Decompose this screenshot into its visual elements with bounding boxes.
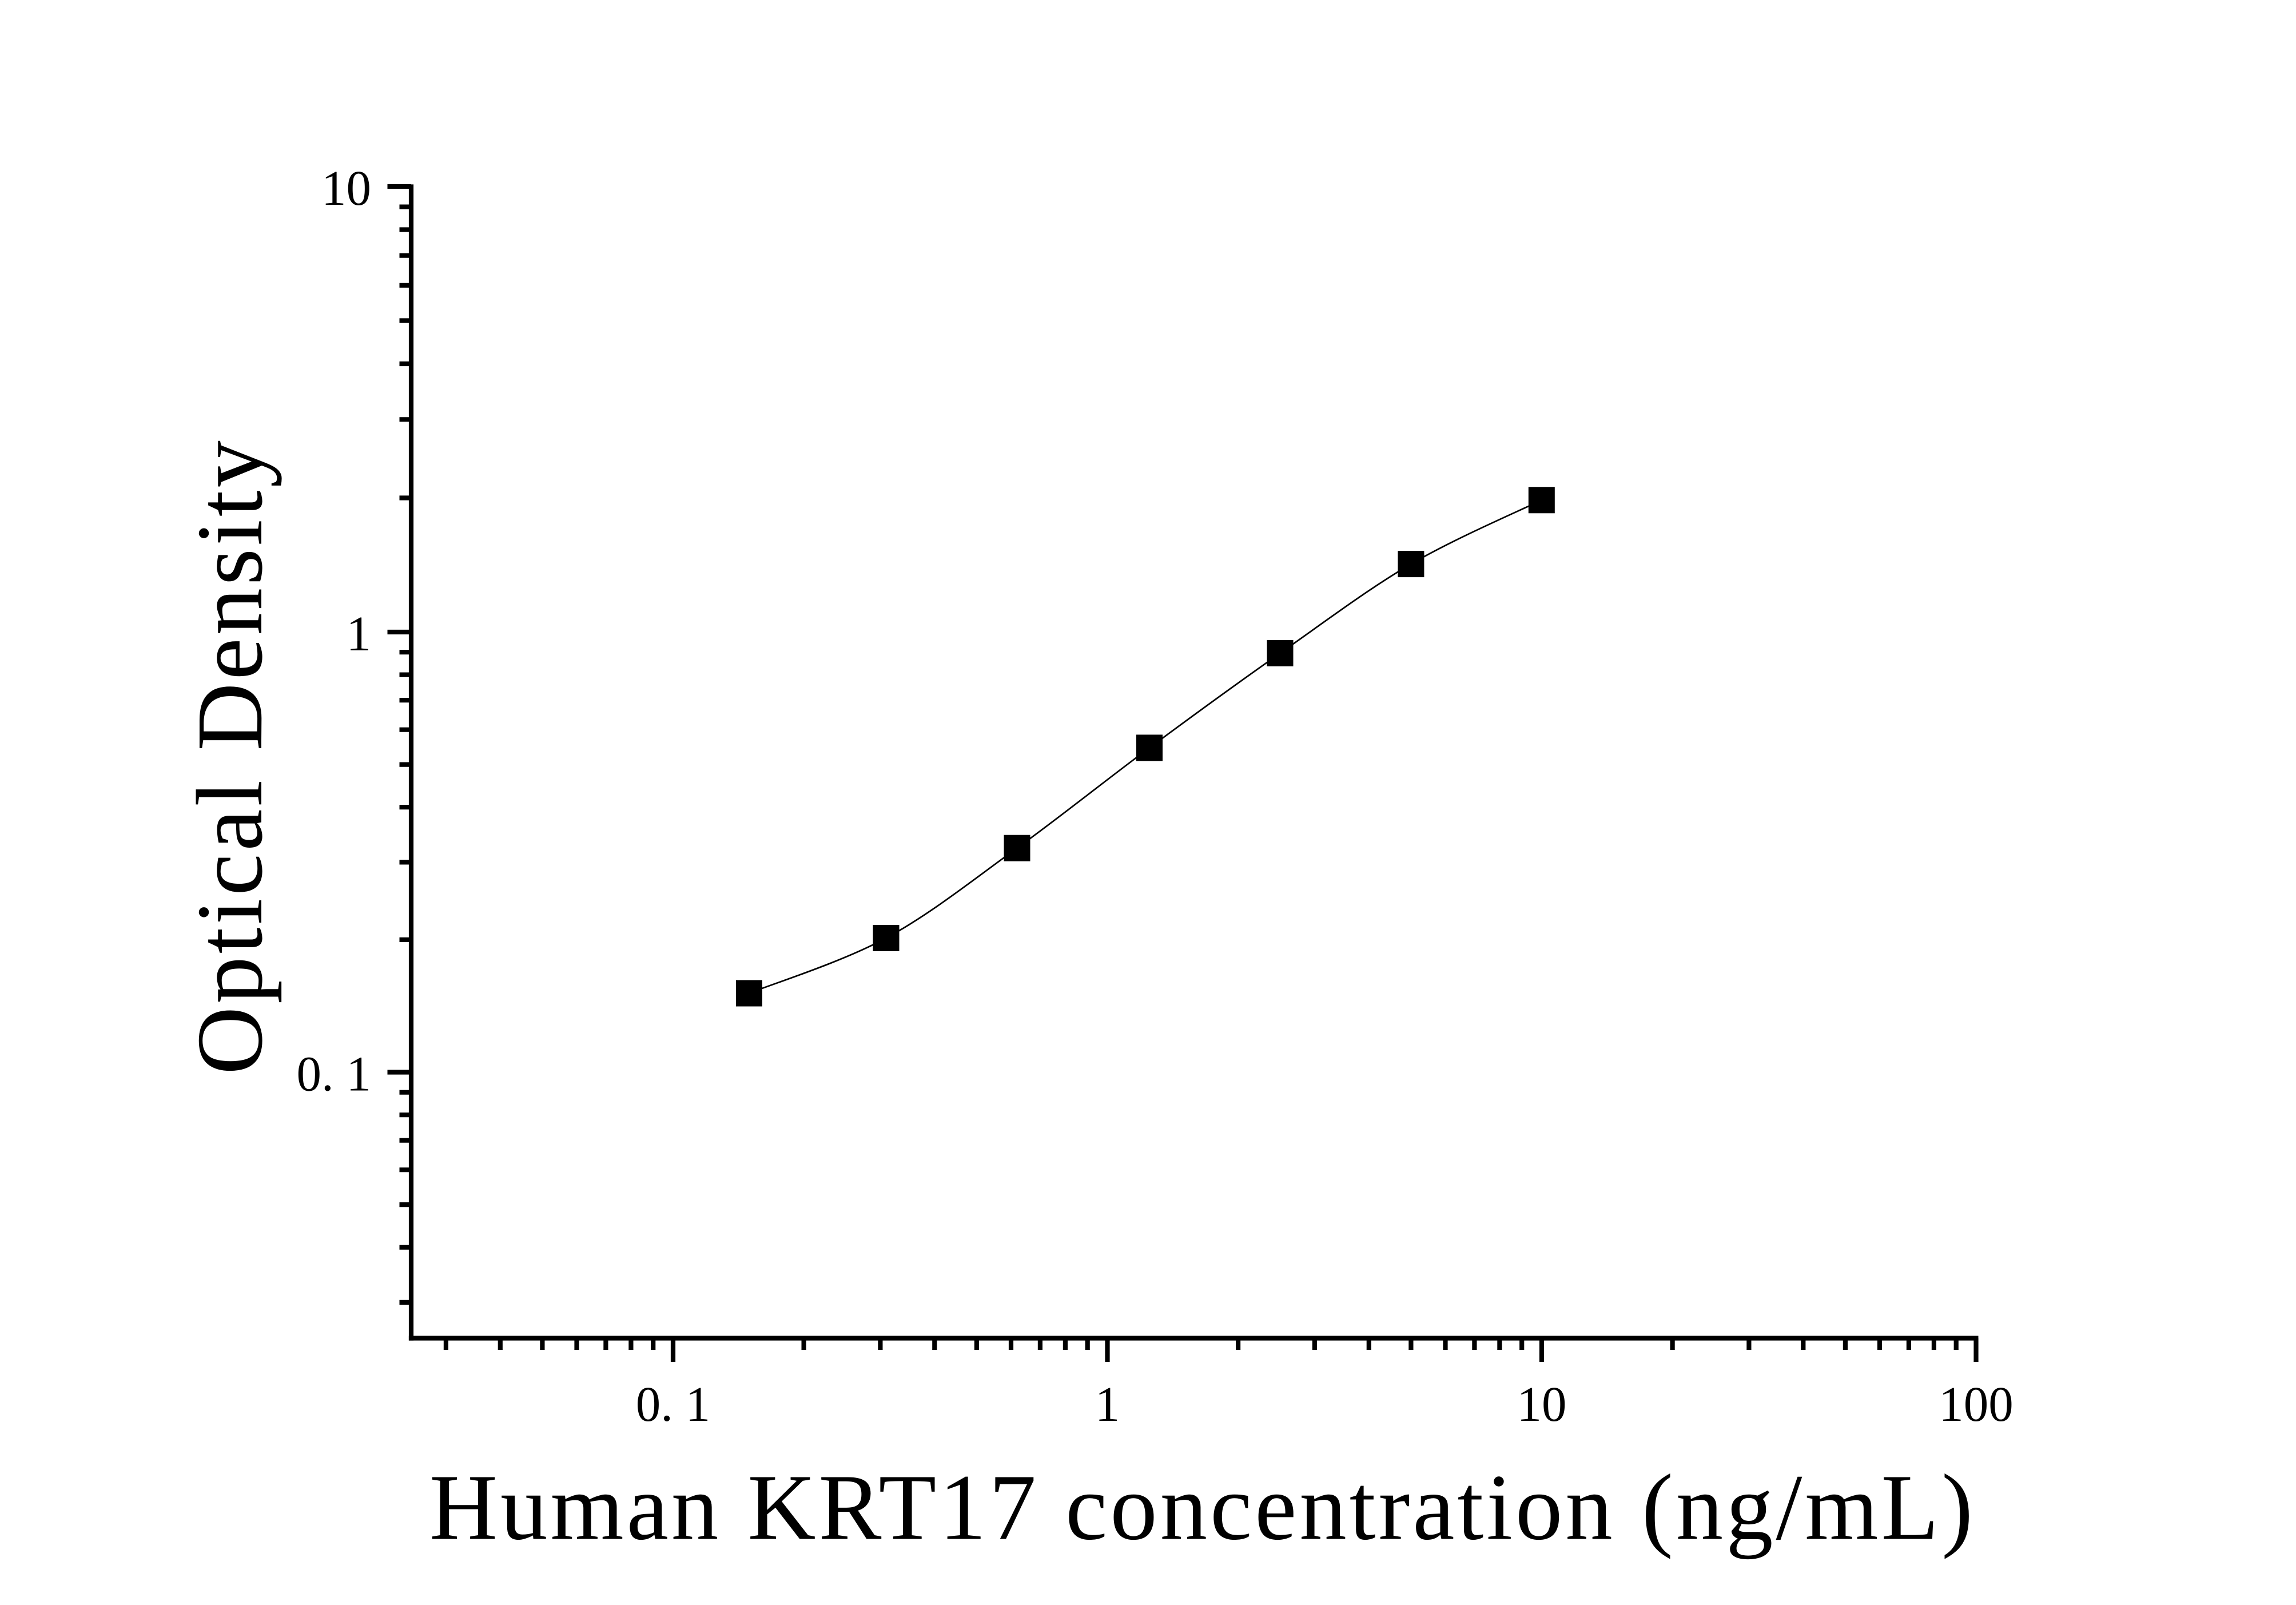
svg-text:10: 10	[1517, 1376, 1567, 1432]
svg-text:0. 1: 0. 1	[636, 1376, 711, 1432]
svg-text:0. 1: 0. 1	[297, 1046, 372, 1102]
svg-text:1: 1	[1095, 1376, 1120, 1432]
svg-text:1: 1	[347, 606, 372, 661]
svg-text:100: 100	[1939, 1376, 2014, 1432]
svg-text:Optical Density: Optical Density	[177, 438, 282, 1075]
svg-text:10: 10	[321, 160, 371, 216]
svg-text:Human KRT17 concentration (ng/: Human KRT17 concentration (ng/mL)	[429, 1455, 1976, 1560]
